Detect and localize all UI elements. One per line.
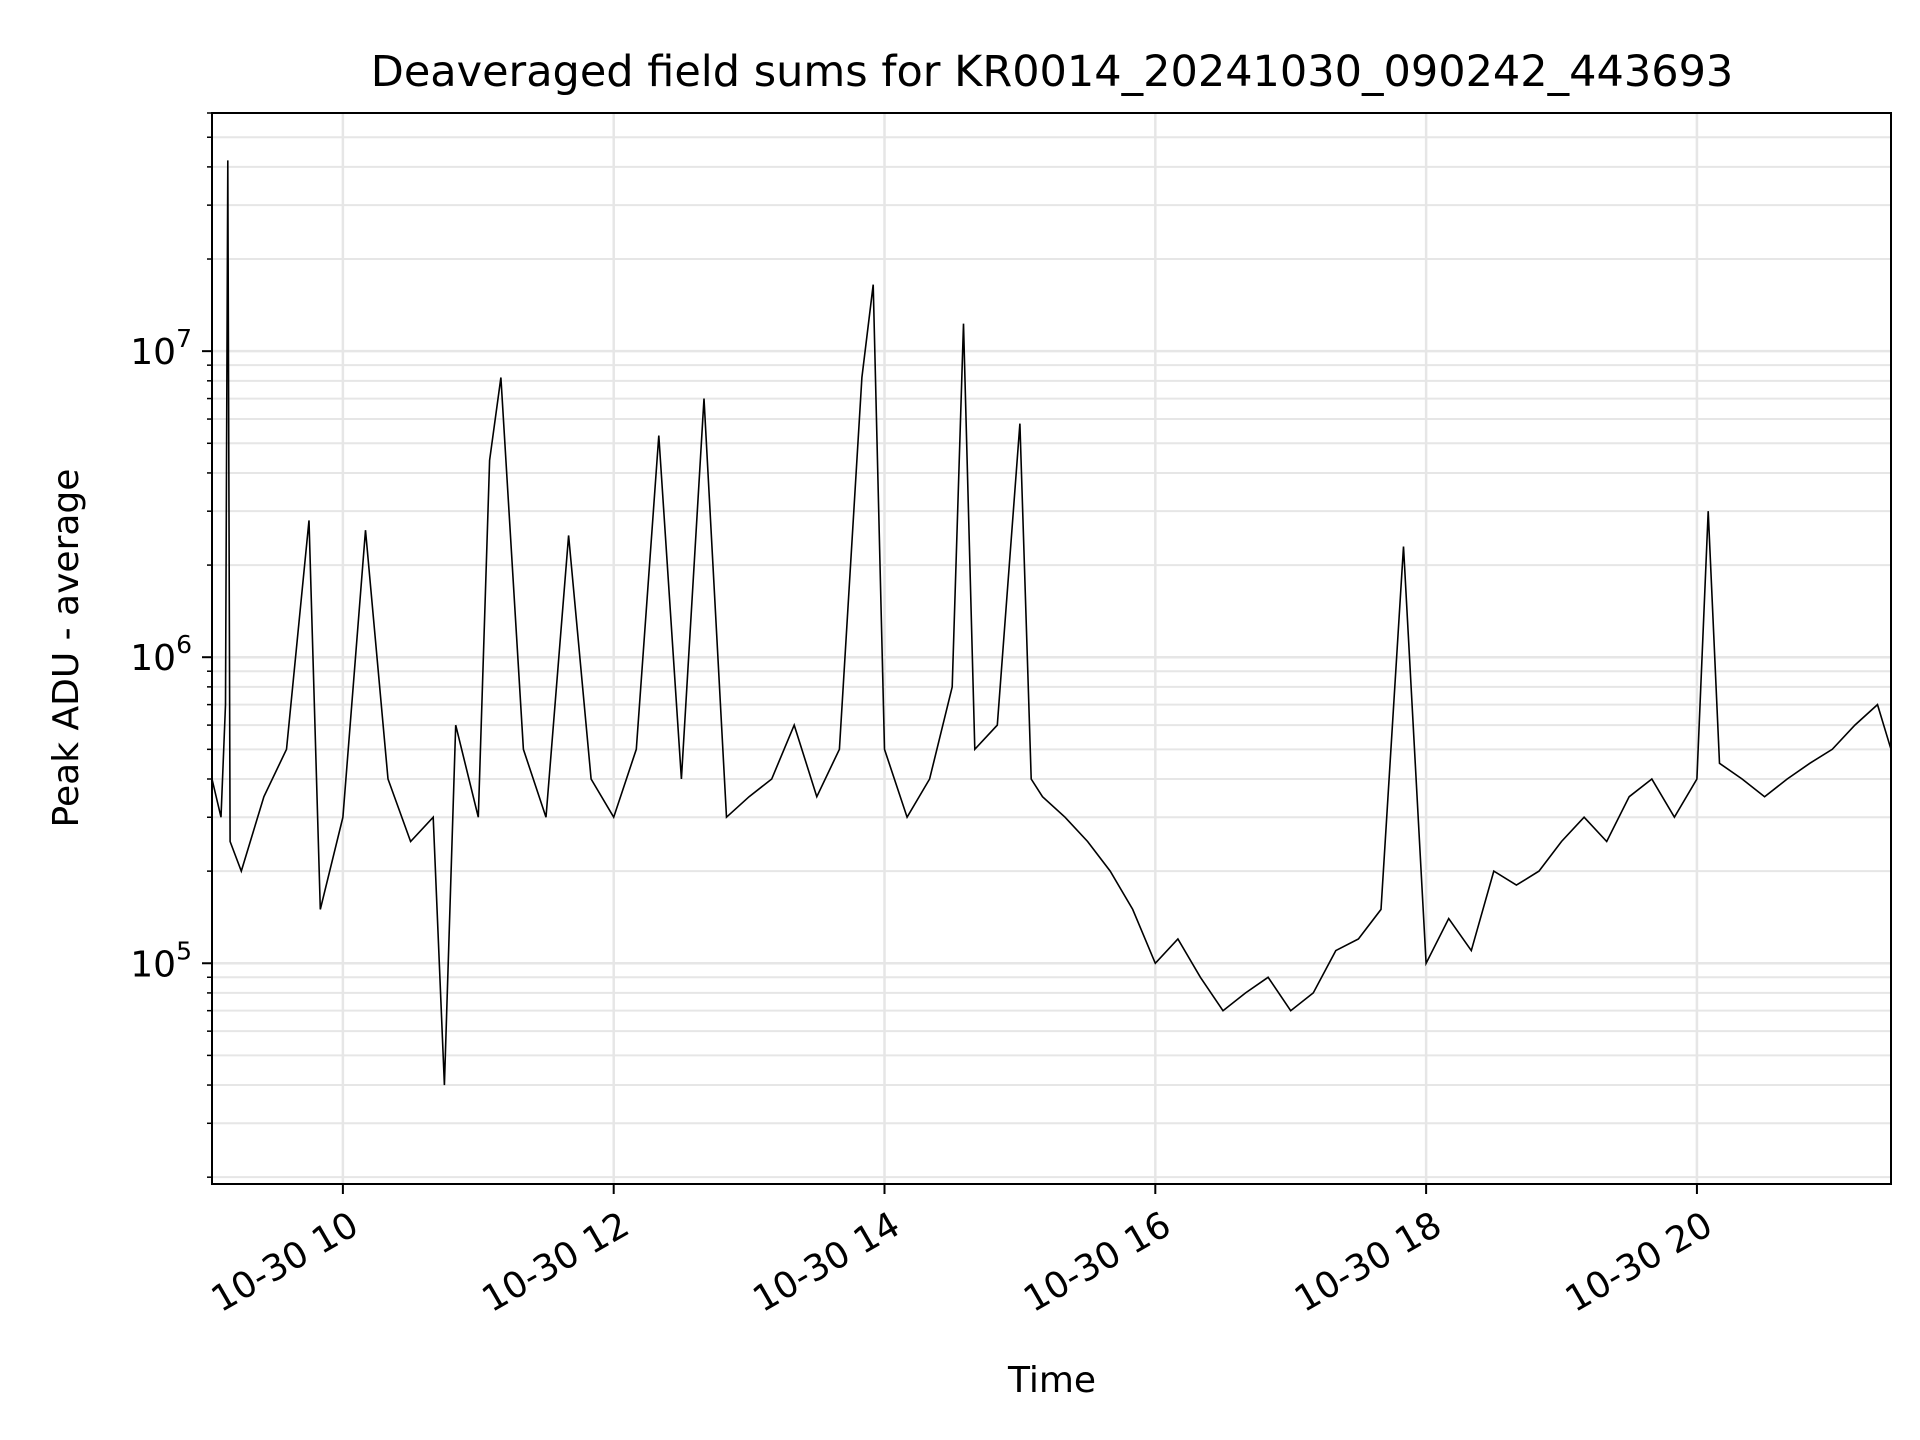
y-tick-label: 107 — [130, 324, 192, 373]
x-axis-label: Time — [1007, 1360, 1096, 1401]
y-tick-label: 106 — [130, 630, 192, 679]
axes-frame — [211, 112, 1892, 1185]
series-line — [211, 160, 1892, 1086]
grid — [212, 112, 1891, 1184]
y-axis: 105 106 107 — [130, 112, 212, 1178]
y-axis-label: Peak ADU - average — [46, 469, 87, 828]
plot-area — [211, 160, 1892, 1086]
y-tick-label: 105 — [130, 936, 192, 985]
chart-title: Deaveraged field sums for KR0014_2024103… — [371, 47, 1734, 97]
